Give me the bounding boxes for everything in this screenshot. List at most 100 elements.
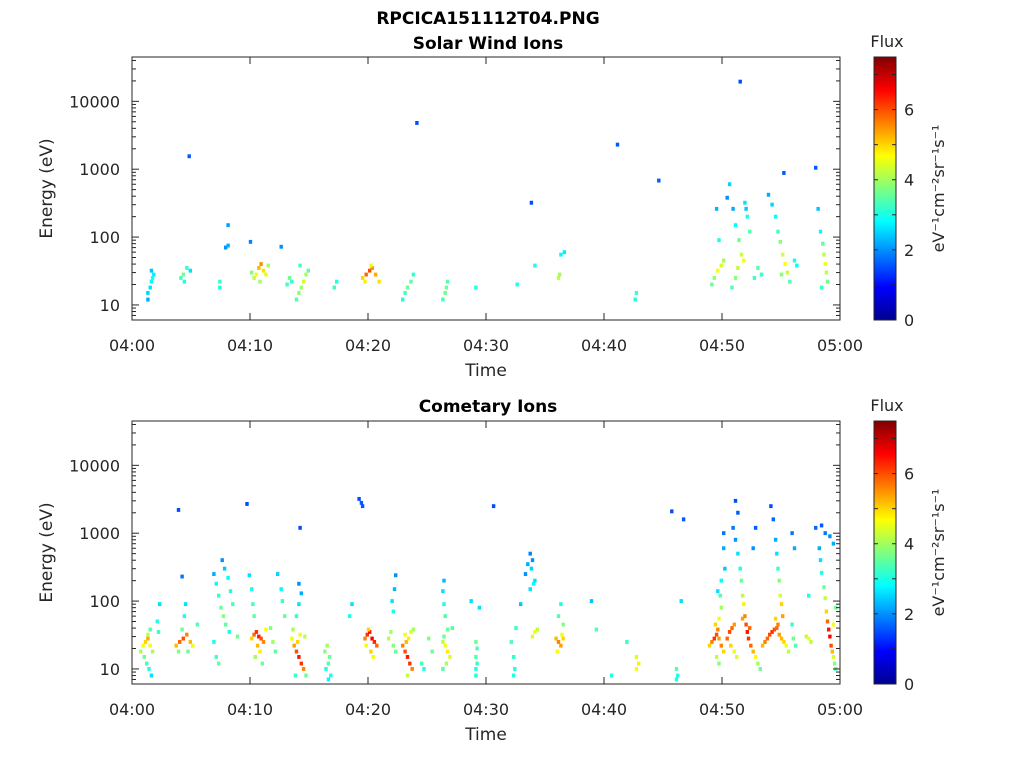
x-tick-label: 04:40 <box>581 336 627 355</box>
x-axis-label: Time <box>464 361 507 381</box>
heatmap-cell <box>266 263 270 268</box>
heatmap-cell <box>304 673 308 678</box>
heatmap-cell <box>725 636 729 641</box>
heatmap-cell <box>819 285 824 290</box>
heatmap-cell <box>729 643 733 648</box>
heatmap-cell <box>268 626 273 630</box>
y-tick-label: 1000 <box>79 524 120 543</box>
x-tick-label: 04:30 <box>463 700 509 719</box>
heatmap-cell <box>363 279 367 284</box>
heatmap-cell <box>558 272 562 277</box>
heatmap-cell <box>751 649 755 654</box>
y-tick-label: 100 <box>89 592 120 611</box>
heatmap-cell <box>231 602 235 607</box>
heatmap-cell <box>773 214 778 219</box>
heatmap-cell <box>191 643 195 648</box>
heatmap-cell <box>248 239 253 244</box>
heatmap-cell <box>831 655 836 659</box>
heatmap-cell <box>394 649 398 654</box>
heatmap-cell <box>758 667 762 671</box>
y-tick-label: 10 <box>100 660 120 679</box>
heatmap-cell <box>737 238 741 243</box>
heatmap-cell <box>742 602 746 607</box>
x-tick-label: 05:00 <box>817 700 863 719</box>
colorbar-tick-label: 2 <box>904 241 914 260</box>
x-tick-label: 04:20 <box>345 700 391 719</box>
heatmap-cell <box>325 643 329 648</box>
heatmap-cell <box>228 589 233 594</box>
heatmap-cell <box>732 622 736 627</box>
heatmap-cell <box>768 632 772 637</box>
x-axis-label: Time <box>464 725 507 745</box>
heatmap-cell <box>779 272 784 277</box>
heatmap-cell <box>327 655 332 659</box>
heatmap-cell <box>391 643 395 648</box>
heatmap-cell <box>554 636 558 641</box>
heatmap-cell <box>441 297 445 302</box>
heatmap-cell <box>441 640 445 644</box>
heatmap-cell <box>730 626 734 630</box>
heatmap-cell <box>247 573 251 578</box>
colorbar-tick-label: 0 <box>904 675 914 694</box>
heatmap-cell <box>824 270 829 275</box>
heatmap-cell <box>401 297 405 302</box>
heatmap-cell <box>475 646 479 651</box>
heatmap-cell <box>291 627 295 632</box>
heatmap-cell <box>532 581 536 586</box>
heatmap-cell <box>403 291 407 295</box>
heatmap-cell <box>377 279 381 284</box>
colorbar-tick-label: 6 <box>904 101 914 120</box>
heatmap-cell <box>258 279 262 284</box>
heatmap-cell <box>252 276 256 280</box>
heatmap-cell <box>185 266 189 270</box>
heatmap-cell <box>722 649 726 654</box>
colorbar-tick-label: 2 <box>904 605 914 624</box>
heatmap-cells <box>139 497 838 682</box>
heatmap-cell <box>442 602 446 607</box>
heatmap-cell <box>722 258 726 263</box>
heatmap-cell <box>405 655 410 659</box>
heatmap-cell <box>559 602 563 607</box>
heatmap-cell <box>783 262 787 266</box>
heatmap-cell <box>519 602 523 607</box>
heatmap-cell <box>556 276 561 280</box>
y-axis-label: Energy (eV) <box>37 138 57 238</box>
heatmap-cell <box>324 667 328 671</box>
heatmap-cell <box>779 636 784 641</box>
heatmap-cell <box>179 276 183 280</box>
heatmap-cell <box>733 498 738 503</box>
heatmap-cell <box>523 572 528 576</box>
heatmap-cell <box>781 252 785 257</box>
heatmap-cell <box>150 276 155 280</box>
heatmap-cell <box>795 263 799 268</box>
heatmap-cell <box>226 223 230 228</box>
heatmap-cell <box>287 276 292 280</box>
heatmap-cell <box>217 593 221 598</box>
heatmap-cell <box>276 572 280 576</box>
heatmap-cell <box>427 636 431 641</box>
heatmap-cell <box>823 596 827 601</box>
heatmap-cell <box>304 272 308 277</box>
heatmap-cell <box>760 643 765 648</box>
heatmap-cell <box>766 192 771 197</box>
heatmap-cell <box>738 79 742 84</box>
heatmap-cell <box>181 272 185 277</box>
heatmap-cell <box>178 640 182 644</box>
heatmap-cell <box>776 622 780 627</box>
heatmap-cell <box>736 551 740 556</box>
heatmap-cell <box>443 291 447 295</box>
heatmap-cell <box>830 649 834 654</box>
heatmap-cell <box>733 223 738 228</box>
heatmap-cell <box>347 614 352 619</box>
heatmap-cell <box>182 279 187 284</box>
heatmap-cell <box>148 285 152 290</box>
heatmap-cell <box>250 636 254 641</box>
heatmap-cell <box>226 575 230 580</box>
heatmap-cell <box>366 627 371 632</box>
heatmap-cell <box>442 634 446 639</box>
heatmap-cell <box>214 655 218 659</box>
heatmap-cell <box>528 587 532 592</box>
heatmap-cell <box>261 268 266 273</box>
heatmap-cell <box>794 643 798 648</box>
